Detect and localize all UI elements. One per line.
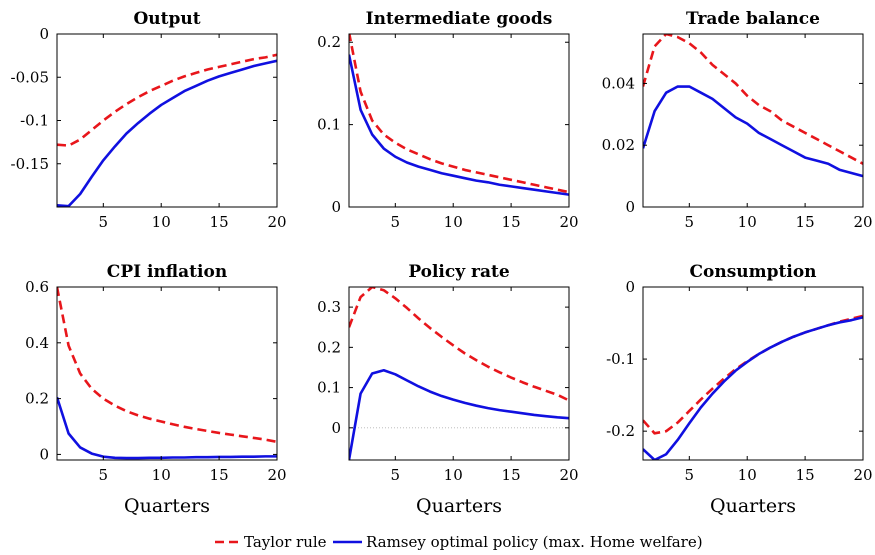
x-tick-label: 15 [210,466,229,484]
panel-2: Trade balance 0 0.02 0.04 5 10 15 20 [602,9,873,231]
x-tick-label: 20 [267,213,286,231]
ramsey-policy-line [643,316,863,460]
ramsey-policy-line [57,59,277,207]
x-tick-label: 10 [152,213,171,231]
x-axis-label: Quarters [416,495,502,517]
y-tick-label: 0.4 [25,334,49,352]
series-group [643,314,863,460]
y-tick-label: -0.2 [606,422,635,440]
legend: Taylor rule Ramsey optimal policy (max. … [215,533,703,551]
x-tick-label: 15 [502,213,521,231]
x-axis-label: Quarters [710,495,796,517]
series-group [643,34,863,178]
series-group [57,287,277,460]
y-tick-label: 0.6 [25,278,49,296]
panel-4: Policy rate 0.3 0.2 0.1 0 5 10 15 20 Quarters [317,262,578,517]
ramsey-policy-line [349,54,569,196]
x-tick-label: 10 [444,213,463,231]
taylor-rule-line [643,34,863,165]
axes-frame [56,286,278,461]
x-tick-label: 15 [796,213,815,231]
x-tick-label: 20 [559,213,578,231]
y-tick-label: 0.1 [317,379,341,397]
x-tick-label: 20 [267,466,286,484]
y-tick-label: 0.2 [25,390,49,408]
taylor-rule-line [57,53,277,147]
x-tick-label: 15 [210,213,229,231]
y-tick-label: 0 [625,278,635,296]
legend-ramsey-label: Ramsey optimal policy (max. Home welfare… [366,533,703,551]
x-tick-label: 5 [99,466,109,484]
panel-title: Consumption [689,262,816,282]
x-tick-label: 10 [738,213,757,231]
x-tick-label: 5 [99,213,109,231]
y-tick-label: 0.3 [317,298,341,316]
taylor-rule-line [349,34,569,194]
y-tick-label: 0 [331,198,341,216]
x-axis-label: Quarters [124,495,210,517]
y-tick-label: -0.15 [11,155,49,173]
x-tick-label: 20 [853,213,872,231]
ramsey-policy-line [57,396,277,460]
y-tick-label: 0.1 [317,116,341,134]
legend-taylor-label: Taylor rule [244,533,327,551]
taylor-rule-line [643,314,863,435]
y-tick-label: 0.02 [602,136,635,154]
x-tick-label: 10 [444,466,463,484]
x-tick-label: 10 [738,466,757,484]
y-tick-label: 0 [39,445,49,463]
x-tick-label: 15 [796,466,815,484]
panel-title: Output [133,9,200,29]
ramsey-policy-line [643,85,863,178]
taylor-rule-line [57,287,277,444]
y-tick-label: -0.1 [20,112,49,130]
series-group [57,53,277,207]
panel-0: Output 0 -0.05 -0.1 -0.15 5 10 15 20 [11,9,287,231]
x-tick-label: 5 [685,466,695,484]
x-tick-label: 20 [559,466,578,484]
panel-title: CPI inflation [107,262,227,282]
panel-title: Policy rate [408,262,510,282]
y-tick-label: 0 [625,198,635,216]
axes-frame [348,286,570,461]
y-tick-label: 0.2 [317,338,341,356]
x-tick-label: 15 [502,466,521,484]
axes-frame [642,33,864,208]
ramsey-policy-line [349,368,569,460]
x-tick-label: 5 [685,213,695,231]
y-tick-label: 0 [331,419,341,437]
axes-frame [348,33,570,208]
axes-frame [642,286,864,461]
panel-title: Trade balance [686,9,820,29]
panel-title: Intermediate goods [366,9,553,29]
y-tick-label: -0.1 [606,350,635,368]
panel-3: CPI inflation 0.6 0.4 0.2 0 5 10 15 20 Quarters [25,262,286,517]
panel-1: Intermediate goods 0 0.1 0.2 5 10 15 20 [317,9,578,231]
y-tick-label: 0.2 [317,33,341,51]
taylor-rule-line [349,287,569,402]
x-tick-label: 5 [391,466,401,484]
series-group [349,287,569,460]
panel-5: Consumption 0 -0.1 -0.2 5 10 15 20 Quarters [606,262,872,517]
y-tick-label: -0.05 [11,68,49,86]
x-tick-label: 5 [391,213,401,231]
x-tick-label: 20 [853,466,872,484]
series-group [349,34,569,196]
y-tick-label: 0.04 [602,74,635,92]
x-tick-label: 10 [152,466,171,484]
y-tick-label: 0 [39,25,49,43]
